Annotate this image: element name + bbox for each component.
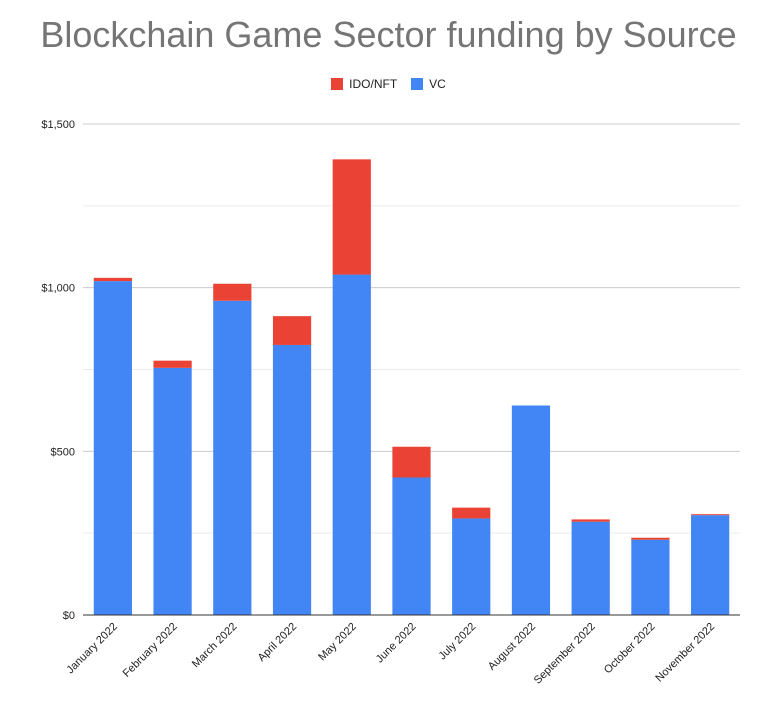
legend-label-ido-nft: IDO/NFT <box>349 77 398 91</box>
bar-ido-nft <box>332 159 371 275</box>
bar-vc <box>93 281 132 615</box>
bar-ido-nft <box>213 283 252 301</box>
x-tick-label: June 2022 <box>374 621 419 666</box>
x-tick-label: May 2022 <box>316 621 359 664</box>
bar-vc <box>332 274 371 615</box>
x-tick-label: August 2022 <box>486 621 538 673</box>
legend-entry-ido-nft: IDO/NFT <box>331 77 397 91</box>
x-tick-label: October 2022 <box>602 621 658 677</box>
x-tick-label: February 2022 <box>121 621 180 680</box>
y-tick-label: $500 <box>51 446 75 458</box>
x-tick-label: March 2022 <box>190 621 240 671</box>
y-tick-label: $0 <box>63 610 75 622</box>
bar-ido-nft <box>93 277 132 282</box>
bar-vc <box>452 518 491 615</box>
y-tick-label: $1,500 <box>41 119 75 131</box>
legend-entry-vc: VC <box>411 77 446 91</box>
x-tick-label: September 2022 <box>532 621 598 687</box>
bar-vc <box>571 521 610 615</box>
bar-ido-nft <box>631 537 670 540</box>
bar-vc <box>691 515 730 615</box>
bar-ido-nft <box>452 507 491 519</box>
y-tick-label: $1,000 <box>41 283 75 295</box>
bar-ido-nft <box>691 514 730 516</box>
legend-swatch-vc <box>411 78 424 90</box>
x-tick-label: April 2022 <box>256 621 300 665</box>
bar-ido-nft <box>392 446 431 478</box>
bar-vc <box>272 344 312 615</box>
legend-label-vc: VC <box>429 77 446 91</box>
bar-ido-nft <box>571 519 610 522</box>
x-tick-label: July 2022 <box>437 621 479 663</box>
chart-title: Blockchain Game Sector funding by Source <box>40 14 737 55</box>
x-tick-label: January 2022 <box>64 621 120 677</box>
bar-vc <box>511 405 551 615</box>
bar-vc <box>213 300 252 615</box>
bar-vc <box>392 477 431 615</box>
legend-swatch-ido-nft <box>331 78 344 90</box>
x-tick-label: November 2022 <box>653 621 717 685</box>
bar-vc <box>631 539 670 615</box>
legend: IDO/NFT VC <box>0 77 777 91</box>
bar-ido-nft <box>272 316 312 345</box>
bar-vc <box>153 367 192 615</box>
bar-ido-nft <box>153 360 192 368</box>
